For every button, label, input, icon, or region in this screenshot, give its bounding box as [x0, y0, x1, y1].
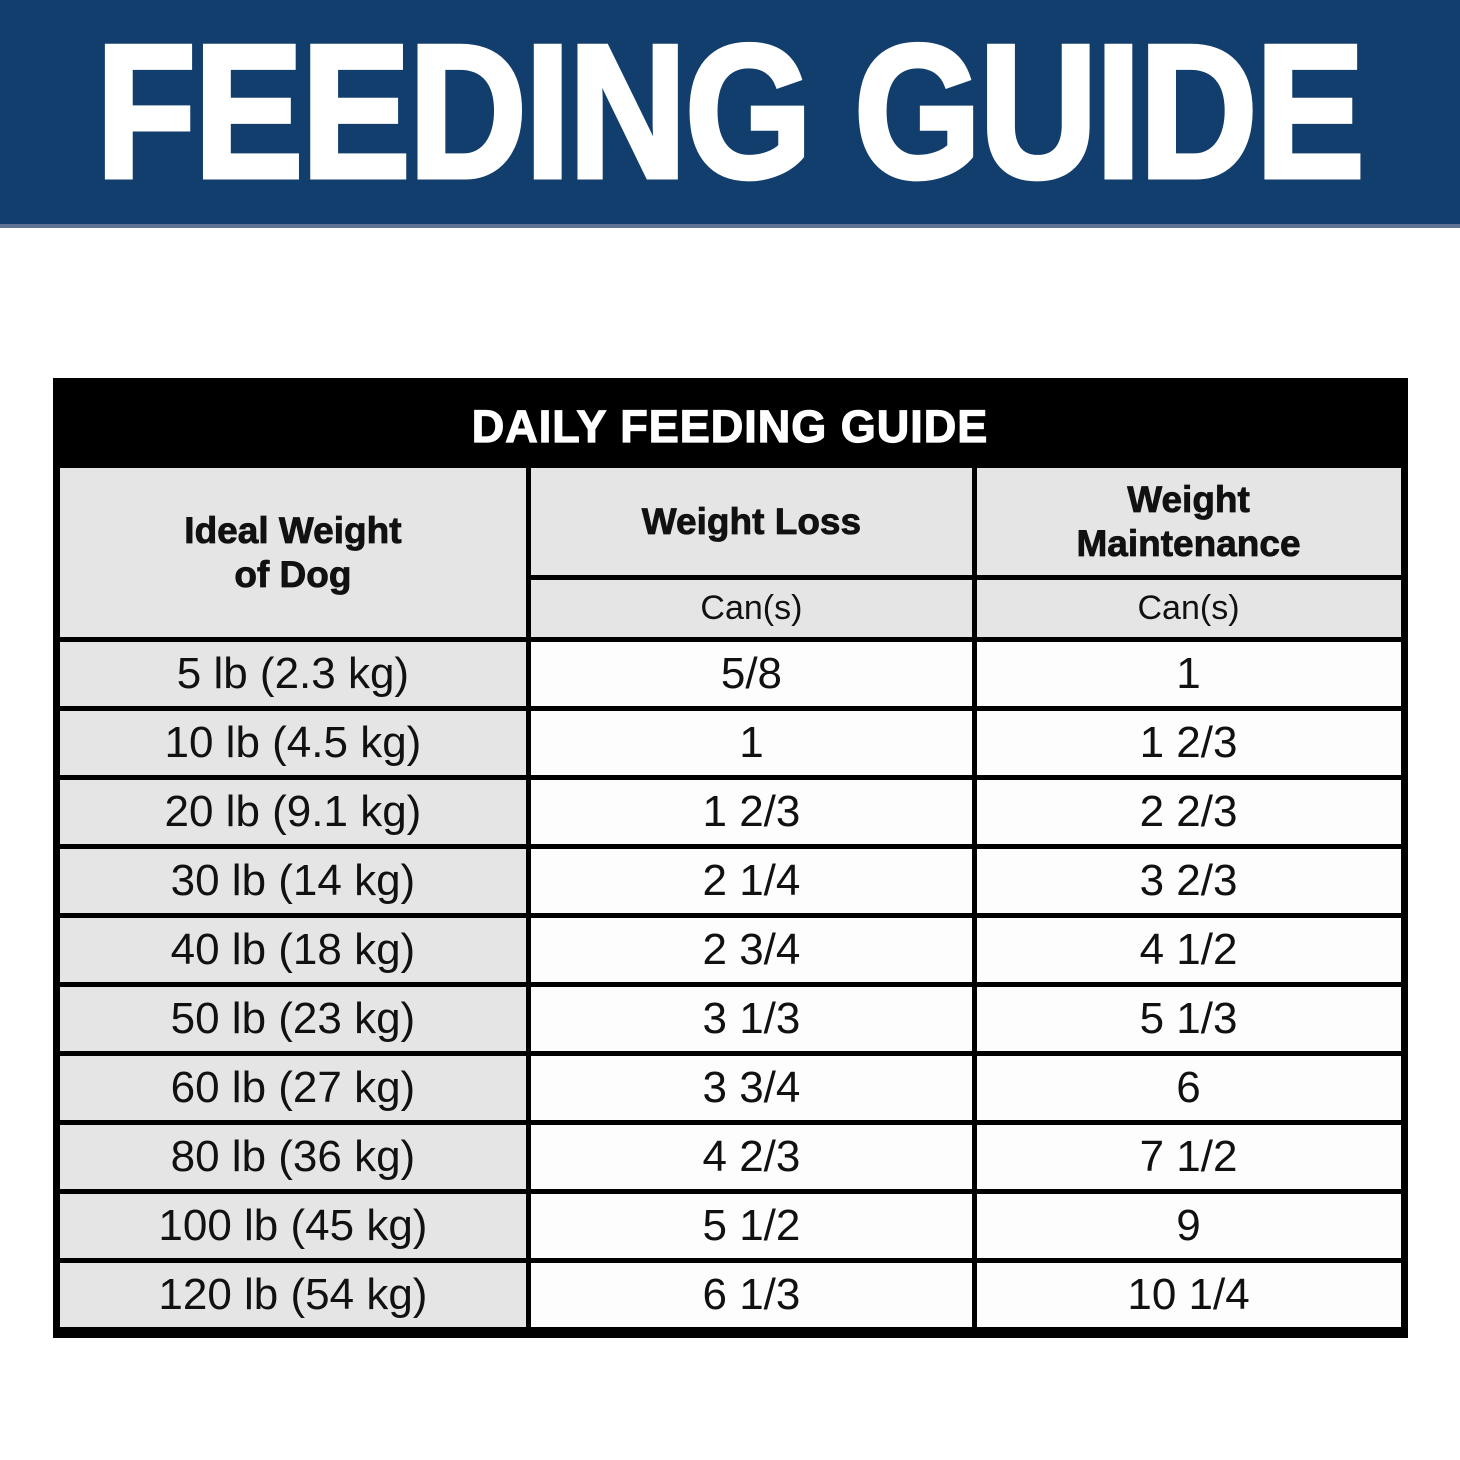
- header-row: Ideal Weight of Dog Weight Loss Weight M…: [59, 468, 1401, 642]
- maintenance-cell: 4 1/2: [971, 913, 1401, 987]
- weight-cell: 5 lb (2.3 kg): [59, 637, 532, 711]
- maintenance-cell: 2 2/3: [971, 775, 1401, 849]
- loss-cell: 1: [526, 706, 977, 780]
- loss-cell: 2 3/4: [526, 913, 977, 987]
- table-row: 20 lb (9.1 kg) 1 2/3 2 2/3: [59, 775, 1401, 849]
- maintenance-cell: 3 2/3: [971, 844, 1401, 918]
- table-row: 10 lb (4.5 kg) 1 1 2/3: [59, 706, 1401, 780]
- weight-cell: 40 lb (18 kg): [59, 913, 532, 987]
- subheader-row: Can(s) Can(s): [60, 576, 1401, 642]
- loss-cell: 3 1/3: [526, 982, 977, 1056]
- header-weight-maintenance: Weight Maintenance: [971, 468, 1401, 580]
- loss-cell: 1 2/3: [526, 775, 977, 849]
- subheader-weight-maintenance-cans: Can(s): [971, 576, 1401, 642]
- table-title: DAILY FEEDING GUIDE: [471, 400, 989, 452]
- maintenance-cell: 1: [971, 637, 1401, 711]
- weight-cell: 20 lb (9.1 kg): [59, 775, 532, 849]
- loss-cell: 5 1/2: [526, 1189, 977, 1263]
- weight-cell: 60 lb (27 kg): [59, 1051, 532, 1125]
- daily-feeding-guide: DAILY FEEDING GUIDE Ideal Weight of Dog …: [52, 378, 1408, 1338]
- maintenance-cell: 6: [971, 1051, 1401, 1125]
- weight-cell: 80 lb (36 kg): [59, 1120, 532, 1194]
- table-row: 50 lb (23 kg) 3 1/3 5 1/3: [59, 982, 1401, 1056]
- table-row: 40 lb (18 kg) 2 3/4 4 1/2: [59, 913, 1401, 987]
- weight-cell: 120 lb (54 kg): [59, 1258, 532, 1327]
- banner: FEEDING GUIDE: [0, 0, 1460, 228]
- subheader-weight-loss-cans: Can(s): [526, 576, 977, 642]
- table-row: 30 lb (14 kg) 2 1/4 3 2/3: [59, 844, 1401, 918]
- table-title-bar: DAILY FEEDING GUIDE: [59, 385, 1401, 468]
- weight-cell: 100 lb (45 kg): [59, 1189, 532, 1263]
- feeding-guide-page: FEEDING GUIDE DAILY FEEDING GUIDE Ideal …: [0, 0, 1460, 1338]
- table-row: 80 lb (36 kg) 4 2/3 7 1/2: [59, 1120, 1401, 1194]
- table-header: Ideal Weight of Dog Weight Loss Weight M…: [59, 468, 1401, 642]
- loss-cell: 4 2/3: [526, 1120, 977, 1194]
- maintenance-cell: 9: [971, 1189, 1401, 1263]
- loss-cell: 2 1/4: [526, 844, 977, 918]
- weight-cell: 10 lb (4.5 kg): [59, 706, 532, 780]
- maintenance-cell: 1 2/3: [971, 706, 1401, 780]
- table-row: 60 lb (27 kg) 3 3/4 6: [59, 1051, 1401, 1125]
- maintenance-cell: 5 1/3: [971, 982, 1401, 1056]
- loss-cell: 6 1/3: [526, 1258, 977, 1327]
- header-ideal-weight-of-dog: Ideal Weight of Dog: [59, 468, 532, 642]
- header-weight-loss: Weight Loss: [526, 468, 977, 580]
- loss-cell: 5/8: [526, 637, 977, 711]
- table-row: 5 lb (2.3 kg) 5/8 1: [59, 637, 1401, 711]
- weight-cell: 30 lb (14 kg): [59, 844, 532, 918]
- loss-cell: 3 3/4: [526, 1051, 977, 1125]
- table-row: 120 lb (54 kg) 6 1/3 10 1/4: [59, 1258, 1401, 1327]
- weight-cell: 50 lb (23 kg): [59, 982, 532, 1056]
- page-title: FEEDING GUIDE: [94, 6, 1367, 218]
- maintenance-cell: 10 1/4: [971, 1258, 1401, 1327]
- table-row: 100 lb (45 kg) 5 1/2 9: [59, 1189, 1401, 1263]
- feeding-table: Ideal Weight of Dog Weight Loss Weight M…: [59, 468, 1401, 1327]
- table-body: 5 lb (2.3 kg) 5/8 1 10 lb (4.5 kg) 1 1 2/3 20 …: [59, 637, 1401, 1327]
- maintenance-cell: 7 1/2: [971, 1120, 1401, 1194]
